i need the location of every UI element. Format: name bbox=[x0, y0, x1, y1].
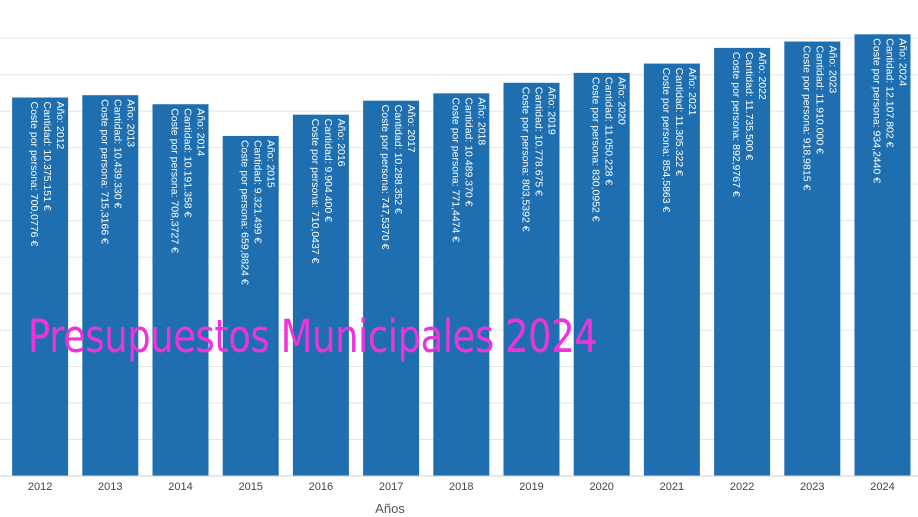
bar-label-per-person: Coste por persona: 715,3166 € bbox=[98, 99, 110, 244]
x-tick-label: 2013 bbox=[98, 481, 122, 493]
x-tick-label: 2019 bbox=[519, 481, 543, 493]
bar-2024[interactable] bbox=[854, 34, 911, 477]
bar-label-year: Año: 2014 bbox=[195, 108, 207, 156]
x-tick-label: 2016 bbox=[309, 481, 333, 493]
x-tick-label: 2014 bbox=[168, 481, 192, 493]
bar-label-per-person: Coste por persona: 747,5370 € bbox=[379, 105, 391, 250]
bar-label-year: Año: 2017 bbox=[405, 105, 417, 153]
watermark-title: Presupuestos Municipales 2024 bbox=[28, 310, 598, 363]
bar-label-amount: Cantidad: 10.439.330 € bbox=[111, 99, 123, 208]
bar-label-per-person: Coste por persona: 934,2440 € bbox=[871, 38, 883, 183]
x-tick-label: 2020 bbox=[589, 481, 613, 493]
bar-label-amount: Cantidad: 10.288.352 € bbox=[392, 105, 404, 214]
bar-label-year: Año: 2012 bbox=[54, 102, 66, 150]
bar-2018[interactable] bbox=[433, 93, 490, 477]
bar-label-amount: Cantidad: 10.489.370 € bbox=[462, 97, 474, 206]
bar-label-per-person: Coste por persona: 892,9767 € bbox=[730, 52, 742, 197]
x-tick-label: 2021 bbox=[660, 481, 684, 493]
x-tick-label: 2022 bbox=[730, 481, 754, 493]
bar-2013[interactable] bbox=[82, 95, 139, 476]
x-tick-label: 2012 bbox=[28, 481, 52, 493]
bars-group bbox=[12, 34, 911, 477]
x-axis-title: Años bbox=[375, 501, 405, 516]
bar-label-per-person: Coste por persona: 700,0776 € bbox=[28, 102, 40, 247]
bar-2023[interactable] bbox=[784, 41, 841, 477]
bar-2019[interactable] bbox=[503, 82, 560, 476]
bar-2012[interactable] bbox=[12, 97, 69, 476]
bar-label-year: Año: 2019 bbox=[546, 87, 558, 135]
bar-label-amount: Cantidad: 9.904.400 € bbox=[322, 119, 334, 222]
bar-label-year: Año: 2016 bbox=[335, 119, 347, 167]
x-tick-label: 2023 bbox=[800, 481, 824, 493]
bar-label-amount: Cantidad: 11.735.500 € bbox=[743, 52, 755, 161]
bar-label-per-person: Coste por persona: 710,0437 € bbox=[309, 119, 321, 264]
bar-label-year: Año: 2018 bbox=[475, 97, 487, 145]
bar-2021[interactable] bbox=[643, 63, 700, 477]
bar-label-year: Año: 2021 bbox=[686, 68, 698, 116]
bar-label-per-person: Coste por persona: 803,5392 € bbox=[520, 87, 532, 232]
bar-label-year: Año: 2020 bbox=[616, 77, 628, 125]
bar-label-amount: Cantidad: 9.321.499 € bbox=[252, 140, 264, 243]
bar-label-per-person: Coste por persona: 771,4474 € bbox=[449, 97, 461, 242]
bar-2014[interactable] bbox=[152, 104, 209, 476]
bar-label-amount: Cantidad: 12.107.802 € bbox=[884, 38, 896, 147]
bar-label-amount: Cantidad: 11.305.322 € bbox=[673, 68, 685, 177]
bar-label-per-person: Coste por persona: 854,5863 € bbox=[660, 68, 672, 213]
bar-label-amount: Cantidad: 10.778.675 € bbox=[533, 87, 545, 196]
bar-label-per-person: Coste por persona: 659,8824 € bbox=[239, 140, 251, 285]
bar-label-amount: Cantidad: 11.910.000 € bbox=[813, 46, 825, 155]
bar-label-year: Año: 2013 bbox=[124, 99, 136, 147]
x-tick-label: 2015 bbox=[238, 481, 262, 493]
bar-label-per-person: Coste por persona: 918,9815 € bbox=[800, 46, 812, 191]
bar-label-per-person: Coste por persona: 830,0952 € bbox=[590, 77, 602, 222]
bar-label-year: Año: 2023 bbox=[826, 46, 838, 94]
bar-2020[interactable] bbox=[573, 72, 630, 476]
x-tick-label: 2024 bbox=[870, 481, 894, 493]
x-tick-labels: 2012 2013 2014 2015 2016 2017 2018 2019 2020 2021… bbox=[28, 481, 895, 493]
bar-2015[interactable] bbox=[222, 135, 279, 476]
bar-label-per-person: Coste por persona: 708,3727 € bbox=[169, 108, 181, 253]
bar-label-year: Año: 2024 bbox=[897, 38, 909, 86]
bar-label-amount: Cantidad: 10.375.151 € bbox=[41, 102, 53, 211]
bar-2022[interactable] bbox=[714, 47, 771, 476]
bar-label-amount: Cantidad: 10.191.358 € bbox=[182, 108, 194, 217]
x-tick-label: 2018 bbox=[449, 481, 473, 493]
bar-label-year: Año: 2015 bbox=[265, 140, 277, 188]
bar-label-year: Año: 2022 bbox=[756, 52, 768, 100]
x-tick-label: 2017 bbox=[379, 481, 403, 493]
bar-2016[interactable] bbox=[292, 114, 349, 476]
bar-label-amount: Cantidad: 11.050.228 € bbox=[603, 77, 615, 186]
bar-2017[interactable] bbox=[363, 100, 420, 477]
